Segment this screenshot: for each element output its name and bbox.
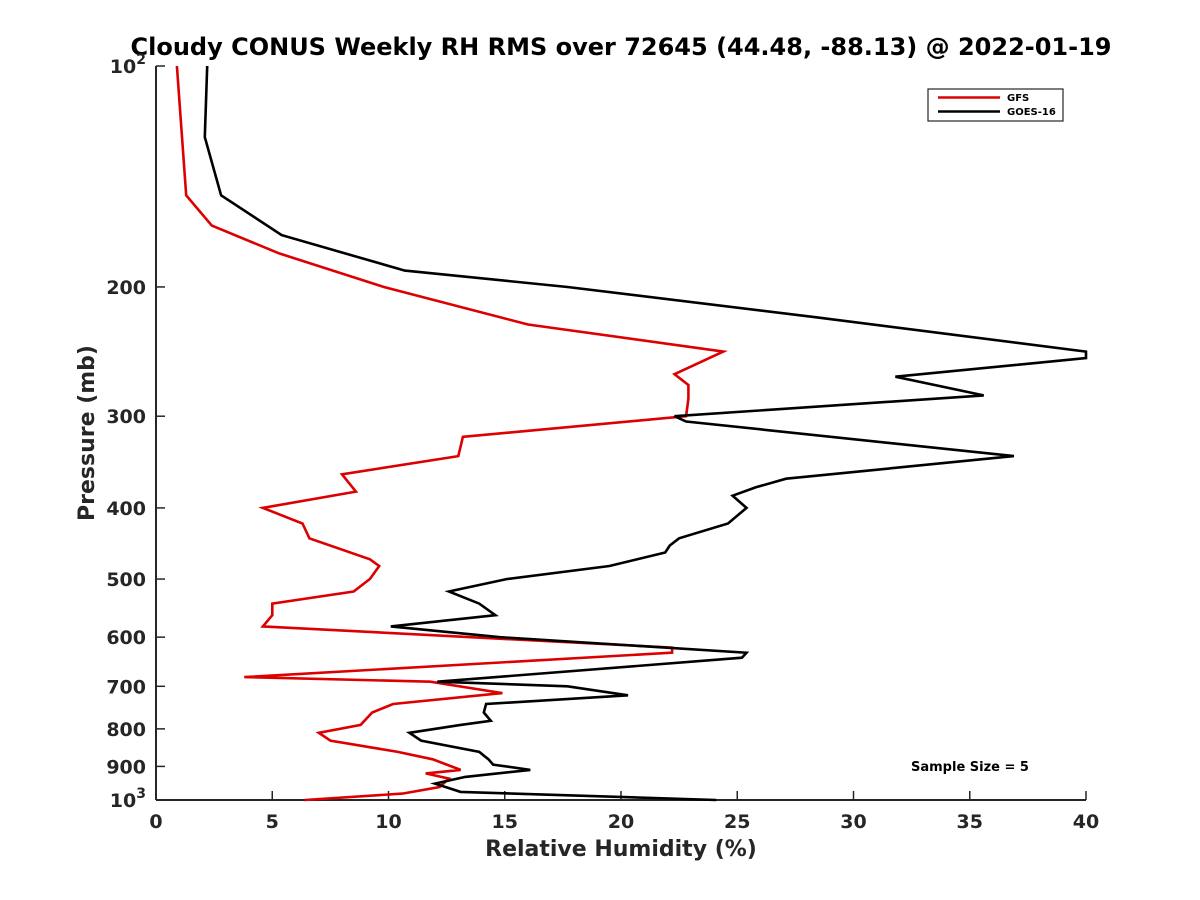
x-tick-label: 40 <box>1073 811 1099 833</box>
legend-box <box>927 88 1064 122</box>
y-tick-label: 102 <box>110 52 146 78</box>
legend-label-goes16: GOES-16 <box>1007 107 1056 118</box>
y-tick-label: 400 <box>106 498 146 520</box>
x-ticks: 0 5 10 15 20 25 30 35 40 <box>149 791 1099 833</box>
y-tick-label: 800 <box>106 719 146 741</box>
x-tick-label: 5 <box>266 811 279 833</box>
x-tick-label: 35 <box>957 811 983 833</box>
y-tick-label: 600 <box>106 627 146 649</box>
y-tick-label-base: 10 <box>110 56 136 78</box>
x-tick-label: 20 <box>608 811 634 833</box>
sample-size-annotation: Sample Size = 5 <box>911 760 1029 775</box>
y-tick-label: 300 <box>106 406 146 428</box>
series-line-gfs <box>175 65 728 802</box>
x-tick-label: 30 <box>840 811 866 833</box>
series-line-goes16 <box>203 65 1088 802</box>
y-tick-label: 900 <box>106 756 146 778</box>
chart-title: Cloudy CONUS Weekly RH RMS over 72645 (4… <box>131 33 1112 61</box>
legend-label-gfs: GFS <box>1007 93 1029 104</box>
x-tick-label: 0 <box>149 811 162 833</box>
y-tick-label: 200 <box>106 277 146 299</box>
y-tick-label: 700 <box>106 676 146 698</box>
y-tick-label-exponent: 2 <box>136 52 146 68</box>
x-axis-label: Relative Humidity (%) <box>485 837 757 862</box>
y-tick-label: 500 <box>106 569 146 591</box>
y-tick-label: 103 <box>110 786 146 812</box>
y-tick-label-exponent: 3 <box>136 786 146 802</box>
x-tick-label: 10 <box>375 811 401 833</box>
series-layer <box>175 65 1088 802</box>
legend: GFS GOES-16 <box>927 88 1064 122</box>
x-tick-label: 25 <box>724 811 750 833</box>
x-tick-label: 15 <box>492 811 518 833</box>
y-tick-label-base: 10 <box>110 790 136 812</box>
plot-frame <box>155 66 1086 801</box>
y-axis-label: Pressure (mb) <box>75 345 100 521</box>
